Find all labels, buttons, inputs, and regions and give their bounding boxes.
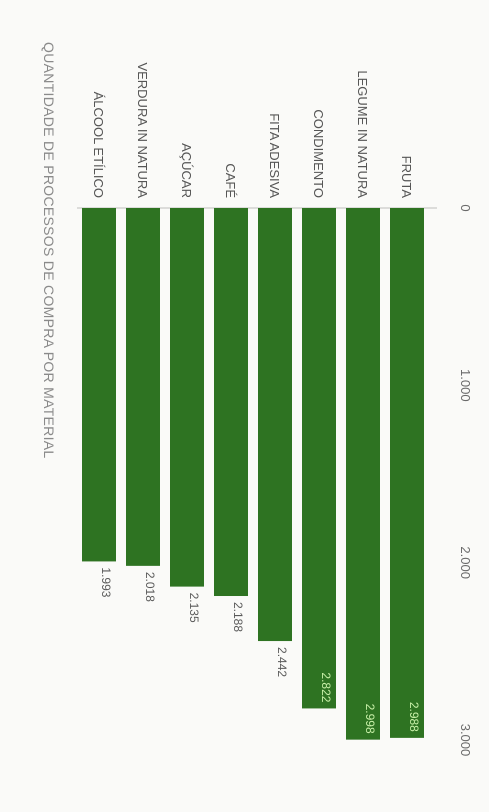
bar xyxy=(126,208,160,566)
tick-label: 1.000 xyxy=(458,369,473,402)
category-label: CONDIMENTO xyxy=(311,109,326,198)
category-label: LEGUME IN NATURA xyxy=(355,70,370,198)
bars-group xyxy=(82,208,424,740)
data-label: 2.988 xyxy=(407,702,421,732)
bar xyxy=(214,208,248,597)
bar xyxy=(302,208,336,709)
category-label: AÇÚCAR xyxy=(179,143,194,198)
category-label: VERDURA IN NATURA xyxy=(135,62,150,198)
data-label: 1.993 xyxy=(99,567,113,597)
data-label: 2.135 xyxy=(187,593,201,623)
data-label: 2.442 xyxy=(275,647,289,677)
data-label: 2.018 xyxy=(143,572,157,602)
data-labels: 2.988 2.998 2.822 2.442 2.188 2.135 2.018 1.993 xyxy=(99,567,421,734)
tick-label: 0 xyxy=(458,204,473,211)
bar xyxy=(346,208,380,740)
category-label: CAFÉ xyxy=(223,163,238,198)
category-label: ÁLCOOL ETÍLICO xyxy=(91,92,106,198)
data-label: 2.998 xyxy=(363,704,377,734)
tick-label: 3.000 xyxy=(458,724,473,757)
data-label: 2.188 xyxy=(231,602,245,632)
data-label: 2.822 xyxy=(319,672,333,702)
bar xyxy=(170,208,204,587)
chart-title: QUANTIDADE DE PROCESSOS DE COMPRA POR MA… xyxy=(41,42,57,459)
category-labels: FRUTA LEGUME IN NATURA CONDIMENTO FITA ADES… xyxy=(91,62,414,198)
category-label: FITA ADESIVA xyxy=(267,113,282,198)
tick-label: 2.000 xyxy=(458,546,473,579)
bar xyxy=(258,208,292,642)
bar xyxy=(82,208,116,562)
bar xyxy=(390,208,424,738)
category-label: FRUTA xyxy=(399,156,414,199)
